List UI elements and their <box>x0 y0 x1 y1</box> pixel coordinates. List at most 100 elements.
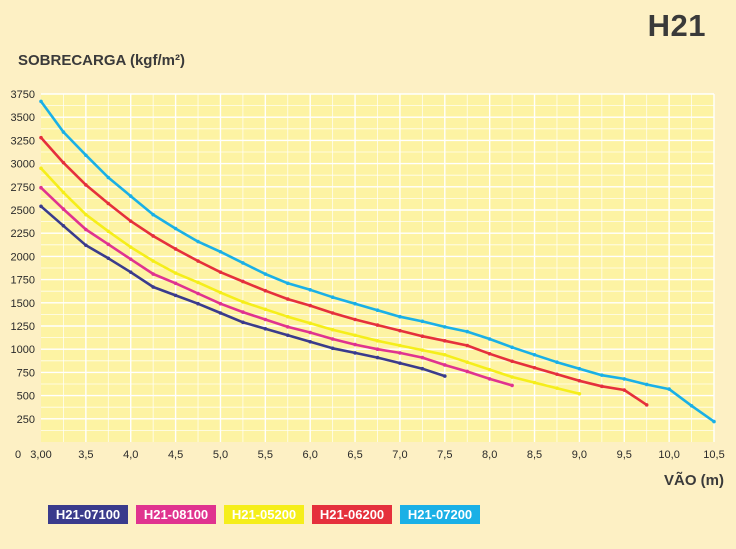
data-point-H21-05200 <box>84 212 88 217</box>
data-point-H21-06200 <box>218 270 223 274</box>
data-point-H21-06200 <box>196 259 200 263</box>
data-point-H21-07100 <box>263 326 268 331</box>
x-tick-label: 10,5 <box>703 449 724 461</box>
data-point-H21-05200 <box>577 391 582 396</box>
legend-item-H21-05200: H21-05200 <box>224 505 304 524</box>
data-point-H21-06200 <box>487 352 492 356</box>
data-point-H21-07200 <box>308 288 313 292</box>
data-point-H21-06200 <box>84 183 88 187</box>
data-point-H21-07100 <box>420 366 425 371</box>
data-point-H21-07100 <box>330 346 335 351</box>
x-tick-label: 5,5 <box>258 449 273 461</box>
y-tick-label: 2500 <box>11 205 35 217</box>
y-axis-title: SOBRECARGA (kgf/m²) <box>18 52 185 69</box>
data-point-H21-07200 <box>667 387 671 391</box>
x-tick-label: 9,0 <box>572 449 587 461</box>
data-point-H21-07100 <box>241 320 245 325</box>
data-point-H21-07200 <box>241 261 245 265</box>
data-point-H21-07200 <box>420 319 425 324</box>
data-point-H21-07200 <box>510 345 514 350</box>
data-point-H21-08100 <box>241 310 245 314</box>
data-point-H21-08100 <box>106 242 111 247</box>
legend-item-H21-07100: H21-07100 <box>48 505 128 524</box>
x-tick-label: 8,5 <box>527 449 542 461</box>
x-tick-label: 3,00 <box>30 449 51 461</box>
y-tick-label: 3250 <box>11 135 35 147</box>
data-point-H21-08100 <box>330 337 335 341</box>
data-point-H21-07100 <box>39 204 43 209</box>
data-point-H21-08100 <box>84 227 88 232</box>
data-point-H21-07100 <box>398 361 402 365</box>
x-tick-label: 8,0 <box>482 449 497 461</box>
data-point-H21-05200 <box>510 375 514 379</box>
data-point-H21-06200 <box>510 359 514 364</box>
data-point-H21-07200 <box>555 360 559 364</box>
data-point-H21-08100 <box>196 291 200 296</box>
data-point-H21-08100 <box>128 257 133 261</box>
data-point-H21-07100 <box>375 355 380 360</box>
data-point-H21-06200 <box>308 303 313 308</box>
data-point-H21-08100 <box>218 301 223 306</box>
legend-item-H21-07200: H21-07200 <box>400 505 480 524</box>
data-point-H21-06200 <box>151 234 155 238</box>
data-point-H21-07200 <box>285 281 290 286</box>
data-point-H21-06200 <box>241 279 245 284</box>
x-tick-label: 10,0 <box>658 449 679 461</box>
data-point-H21-07200 <box>465 329 470 334</box>
data-point-H21-07100 <box>61 223 66 228</box>
data-point-H21-08100 <box>353 342 357 347</box>
data-point-H21-06200 <box>128 219 133 223</box>
data-point-H21-07200 <box>61 130 66 134</box>
data-point-H21-05200 <box>196 280 200 285</box>
y-tick-label: 1500 <box>11 298 35 310</box>
data-point-H21-07100 <box>173 293 178 298</box>
series-line-H21-08100 <box>40 186 513 387</box>
series-line-H21-06200 <box>40 136 648 406</box>
y-tick-label: 3500 <box>11 112 35 124</box>
data-point-H21-07200 <box>375 308 380 313</box>
data-point-H21-07200 <box>128 194 133 198</box>
y-tick-label: 2250 <box>11 228 35 240</box>
x-axis-title: VÃO (m) <box>664 472 724 489</box>
data-point-H21-08100 <box>510 383 514 388</box>
data-point-H21-05200 <box>173 271 178 275</box>
data-point-H21-05200 <box>465 360 470 364</box>
legend: H21-07100 H21-08100 H21-05200 H21-06200 H21-… <box>48 505 480 524</box>
data-point-H21-08100 <box>173 281 178 286</box>
data-point-H21-05200 <box>443 352 447 357</box>
x-tick-label: 7,5 <box>437 449 452 461</box>
data-point-H21-06200 <box>465 343 470 348</box>
data-point-H21-06200 <box>173 247 178 251</box>
data-point-H21-08100 <box>61 207 66 211</box>
data-point-H21-05200 <box>241 300 245 304</box>
y-tick-label: 1750 <box>11 275 35 287</box>
data-point-H21-07200 <box>106 175 111 180</box>
data-point-H21-07200 <box>263 272 268 276</box>
data-point-H21-06200 <box>106 201 111 206</box>
data-point-H21-07100 <box>128 270 133 274</box>
x-tick-label: 3,5 <box>78 449 93 461</box>
data-point-H21-05200 <box>106 229 111 234</box>
data-point-H21-08100 <box>487 377 492 381</box>
data-point-H21-07200 <box>622 377 627 381</box>
data-point-H21-07200 <box>84 153 88 158</box>
data-point-H21-07100 <box>285 333 290 338</box>
data-point-H21-08100 <box>285 325 290 329</box>
data-point-H21-06200 <box>330 311 335 315</box>
data-point-H21-06200 <box>375 323 380 327</box>
legend-item-H21-06200: H21-06200 <box>312 505 392 524</box>
y-tick-label: 2750 <box>11 182 35 194</box>
data-point-H21-07200 <box>712 419 716 424</box>
x-tick-label: 4,5 <box>168 449 183 461</box>
data-point-H21-06200 <box>61 160 66 165</box>
data-point-H21-05200 <box>420 348 425 352</box>
data-point-H21-06200 <box>443 339 447 343</box>
data-point-H21-07200 <box>577 366 582 371</box>
data-point-H21-08100 <box>443 363 447 367</box>
data-point-H21-06200 <box>532 365 537 370</box>
data-point-H21-07100 <box>443 374 447 378</box>
data-point-H21-07200 <box>443 325 447 329</box>
legend-item-H21-08100: H21-08100 <box>136 505 216 524</box>
data-point-H21-08100 <box>398 351 402 355</box>
